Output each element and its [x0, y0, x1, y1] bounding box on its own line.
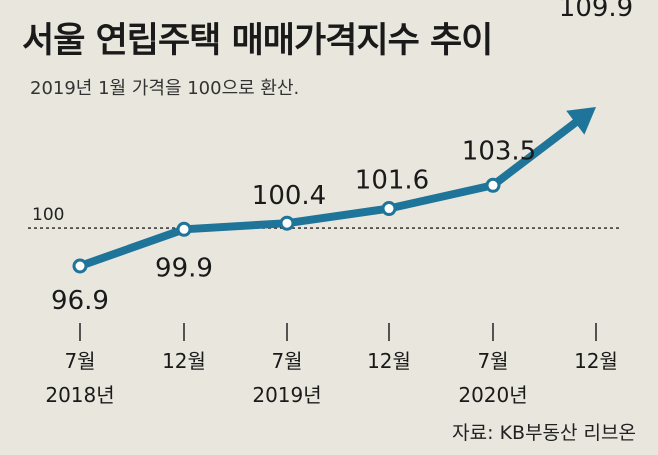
data-labels: 96.9 99.9 100.4 101.6 103.5 109.9: [51, 0, 633, 316]
x-tick-label-month: 7월: [477, 349, 508, 373]
data-point: [176, 221, 192, 237]
chart-title: 서울 연립주택 매매가격지수 추이: [22, 21, 493, 61]
x-tick-label-year: 2018년: [45, 383, 114, 407]
data-point: [381, 201, 397, 217]
chart-subtitle: 2019년 1월 가격을 100으로 환산.: [30, 78, 300, 99]
source-note: 자료: KB부동산 리브온: [452, 422, 636, 444]
data-points: [72, 177, 501, 274]
x-tick-label-month: 12월: [162, 349, 206, 373]
data-label: 99.9: [155, 253, 213, 283]
x-tick-label-month: 12월: [574, 349, 618, 373]
data-point: [485, 177, 501, 193]
x-axis: 7월 2018년 12월 7월 2019년 12월 7월 2020년 12월: [45, 323, 618, 407]
data-point: [72, 258, 88, 274]
series-line: [76, 107, 596, 270]
data-label: 100.4: [252, 181, 326, 211]
x-tick-label-month: 7월: [271, 349, 302, 373]
data-point: [279, 215, 295, 231]
data-label: 101.6: [355, 166, 429, 196]
x-tick-label-month: 7월: [64, 349, 95, 373]
x-tick-label-month: 12월: [367, 349, 411, 373]
data-label: 103.5: [462, 136, 536, 166]
arrow-head: [566, 107, 596, 135]
data-label: 96.9: [51, 286, 109, 316]
series-line-path: [76, 118, 580, 270]
x-tick-label-year: 2020년: [458, 383, 527, 407]
data-label: 109.9: [559, 0, 633, 23]
x-tick-label-year: 2019년: [252, 383, 321, 407]
reference-line-label: 100: [32, 205, 64, 225]
